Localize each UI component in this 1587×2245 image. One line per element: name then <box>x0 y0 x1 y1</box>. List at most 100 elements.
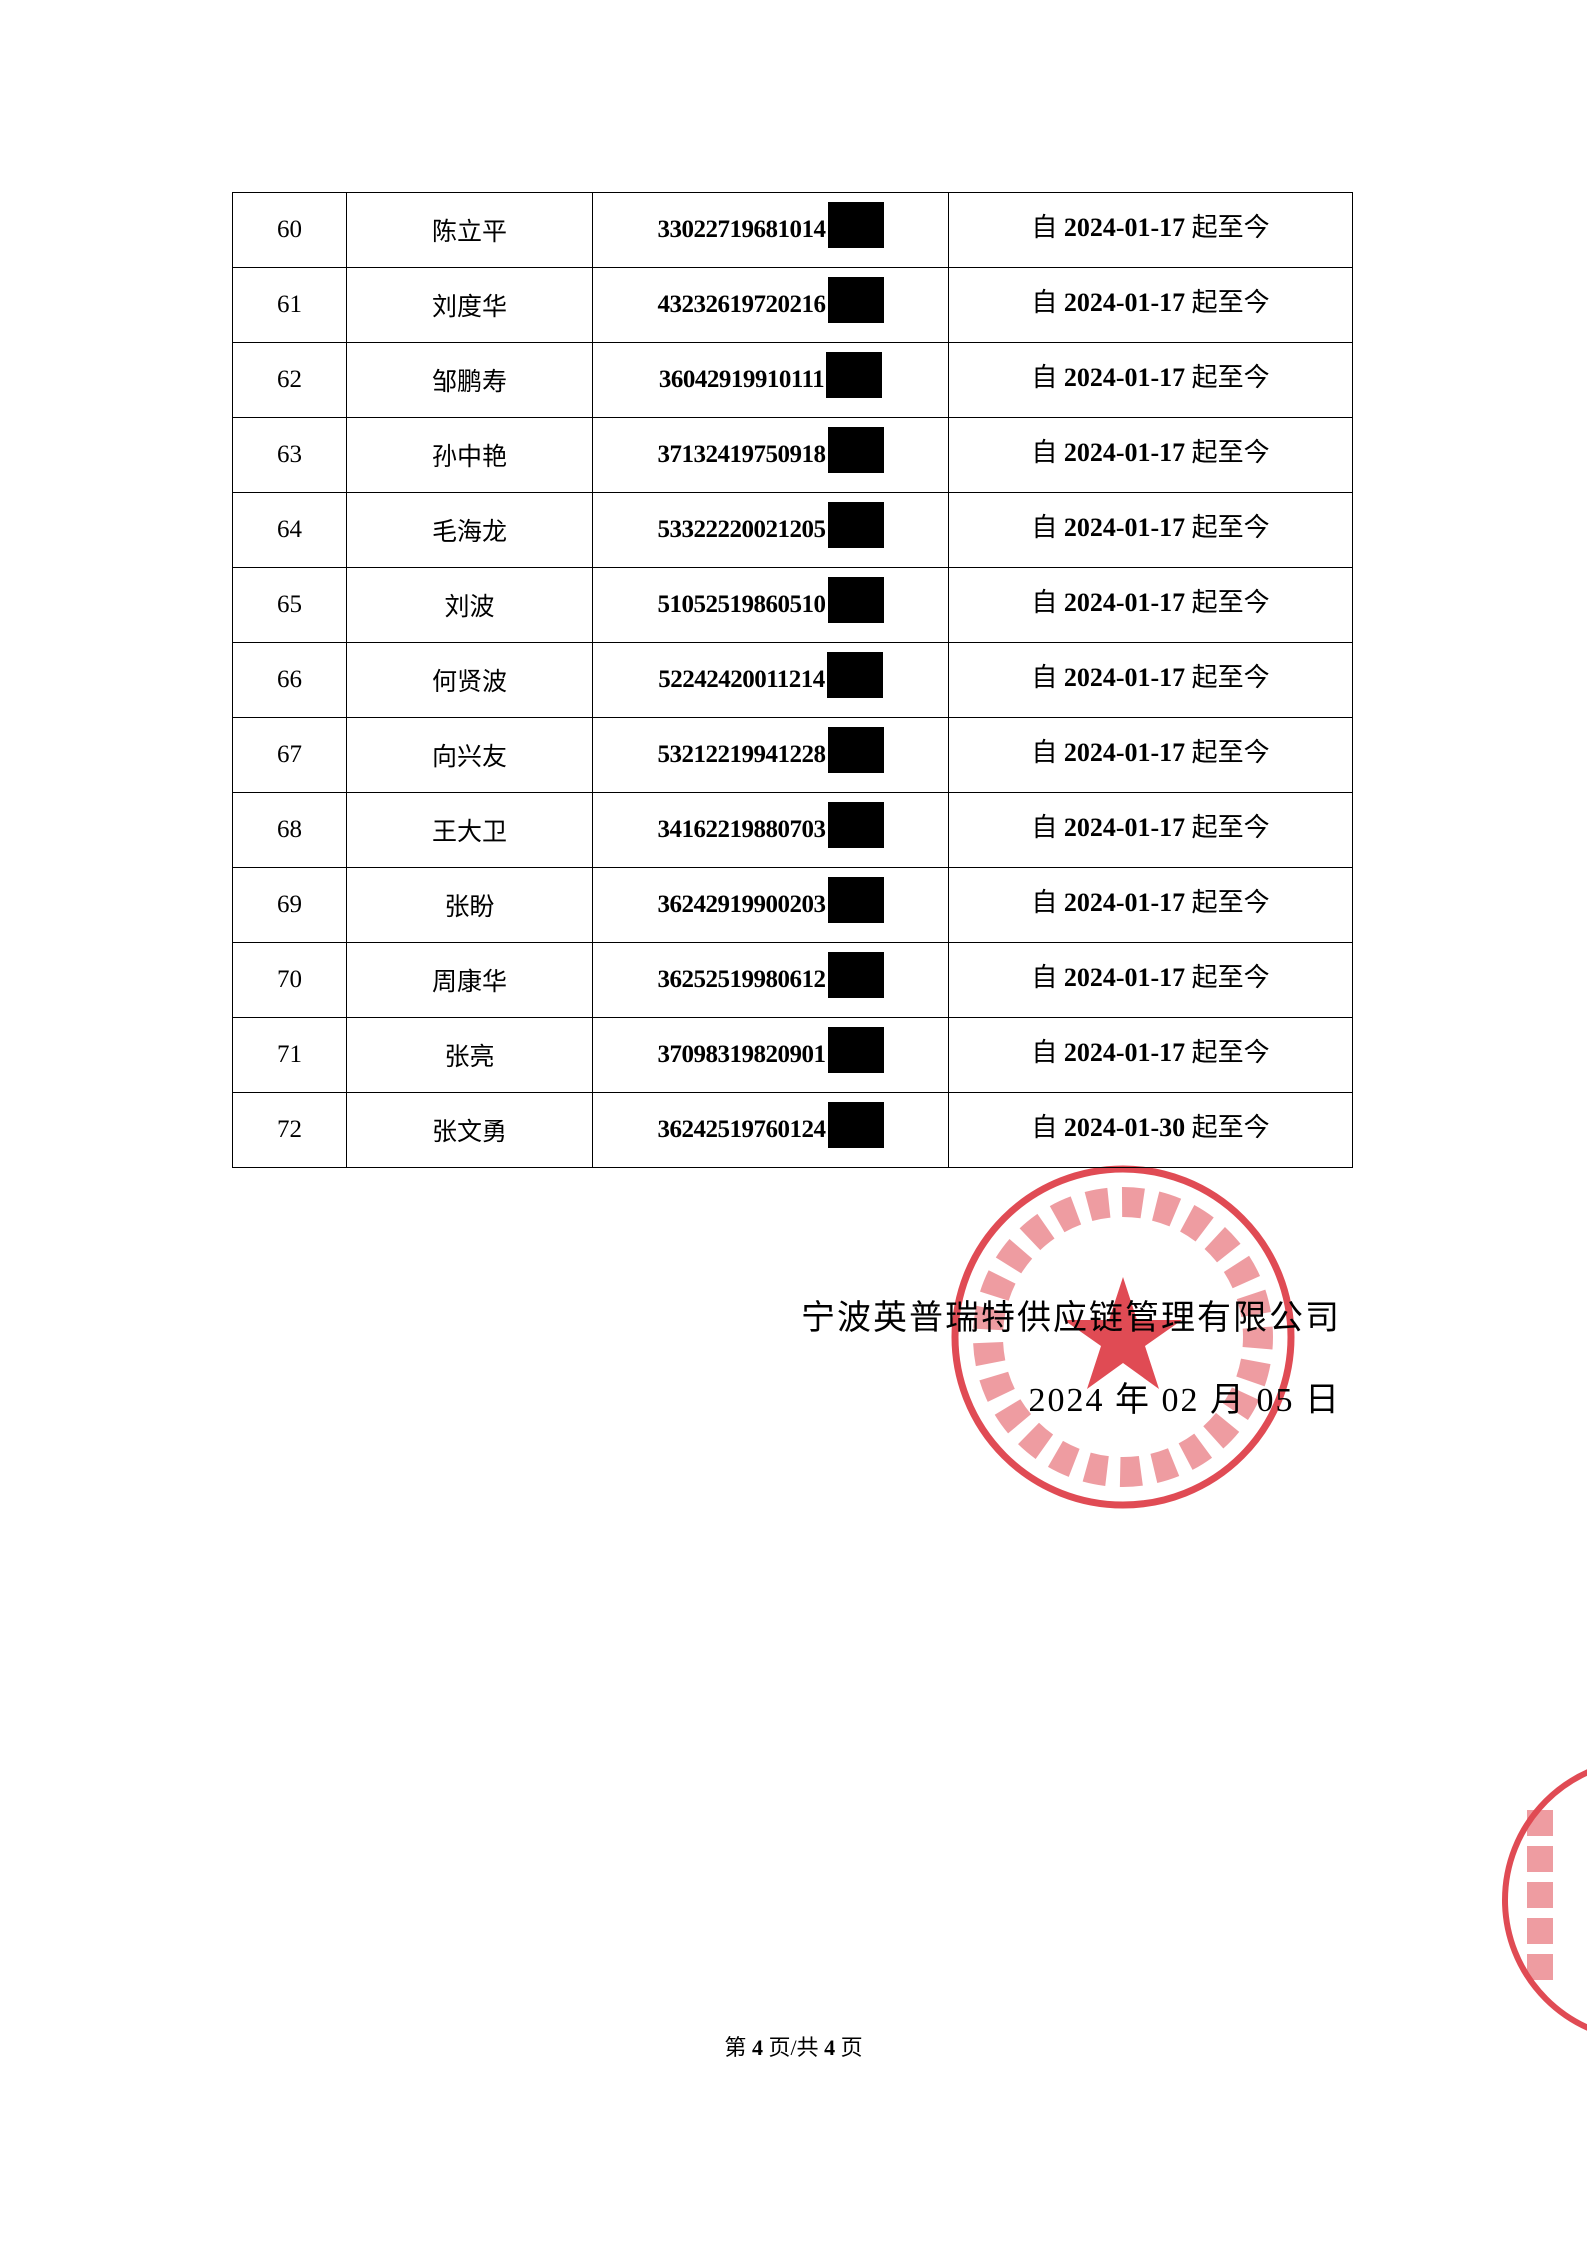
id-number: 36242919900203 <box>657 891 827 918</box>
period-to: 起至今 <box>1191 512 1270 542</box>
id-number: 33022719681014 <box>657 216 827 243</box>
row-number: 72 <box>232 1092 347 1168</box>
table-row: 62 邹鹏寿 36042919910111 自 2024-01-17 起至今 <box>232 342 1353 418</box>
period-from: 自 <box>1031 362 1058 392</box>
table-row: 67 向兴友 53212219941228 自 2024-01-17 起至今 <box>232 717 1353 793</box>
employment-period: 自 2024-01-17 起至今 <box>948 342 1353 418</box>
current-page: 4 <box>751 2035 763 2060</box>
period-from: 自 <box>1031 1112 1058 1142</box>
period-date: 2024-01-30 <box>1063 1112 1186 1142</box>
redaction-box <box>827 727 884 773</box>
employee-name: 张亮 <box>346 1017 593 1093</box>
id-number: 53212219941228 <box>657 741 827 768</box>
employee-name: 邹鹏寿 <box>346 342 593 418</box>
company-seal <box>951 1165 1295 1509</box>
id-number-cell: 37098319820901 <box>592 1017 949 1093</box>
employee-name: 张盼 <box>346 867 593 943</box>
table-row: 72 张文勇 36242519760124 自 2024-01-30 起至今 <box>232 1092 1353 1168</box>
employee-table: 60 陈立平 33022719681014 自 2024-01-17 起至今 61 刘度华… <box>232 192 1353 1168</box>
period-from: 自 <box>1031 737 1058 767</box>
row-number: 70 <box>232 942 347 1018</box>
period-to: 起至今 <box>1191 212 1270 242</box>
table-row: 70 周康华 36252519980612 自 2024-01-17 起至今 <box>232 942 1353 1018</box>
id-number: 52242420011214 <box>658 666 825 693</box>
id-number-cell: 52242420011214 <box>592 642 949 718</box>
id-number: 36042919910111 <box>658 366 825 393</box>
period-date: 2024-01-17 <box>1063 512 1186 542</box>
employee-name: 何贤波 <box>346 642 593 718</box>
id-number-cell: 33022719681014 <box>592 192 949 268</box>
employment-period: 自 2024-01-17 起至今 <box>948 942 1353 1018</box>
period-to: 起至今 <box>1191 437 1270 467</box>
period-to: 起至今 <box>1191 1112 1270 1142</box>
table-row: 65 刘波 51052519860510 自 2024-01-17 起至今 <box>232 567 1353 643</box>
id-number-cell: 53212219941228 <box>592 717 949 793</box>
redaction-box <box>827 427 884 473</box>
partial-seal-ring <box>1502 1769 1587 2031</box>
period-date: 2024-01-17 <box>1063 1037 1186 1067</box>
total-pages: 4 <box>824 2035 836 2060</box>
employee-name: 刘波 <box>346 567 593 643</box>
period-from: 自 <box>1031 587 1058 617</box>
redaction-box <box>827 952 884 998</box>
period-from: 自 <box>1031 512 1058 542</box>
employment-period: 自 2024-01-17 起至今 <box>948 267 1353 343</box>
page-footer: 第 4 页/共 4 页 <box>0 2030 1587 2062</box>
row-number: 68 <box>232 792 347 868</box>
period-from: 自 <box>1031 887 1058 917</box>
redaction-box <box>826 352 883 398</box>
period-from: 自 <box>1031 287 1058 317</box>
row-number: 62 <box>232 342 347 418</box>
employment-period: 自 2024-01-30 起至今 <box>948 1092 1353 1168</box>
period-from: 自 <box>1031 662 1058 692</box>
employee-name: 陈立平 <box>346 192 593 268</box>
period-date: 2024-01-17 <box>1063 662 1186 692</box>
redaction-box <box>827 877 884 923</box>
employment-period: 自 2024-01-17 起至今 <box>948 417 1353 493</box>
employment-period: 自 2024-01-17 起至今 <box>948 867 1353 943</box>
employment-period: 自 2024-01-17 起至今 <box>948 567 1353 643</box>
row-number: 64 <box>232 492 347 568</box>
employment-period: 自 2024-01-17 起至今 <box>948 1017 1353 1093</box>
row-number: 65 <box>232 567 347 643</box>
period-to: 起至今 <box>1191 812 1270 842</box>
id-number: 37132419750918 <box>657 441 827 468</box>
period-date: 2024-01-17 <box>1063 587 1186 617</box>
period-date: 2024-01-17 <box>1063 812 1186 842</box>
employee-name: 周康华 <box>346 942 593 1018</box>
period-date: 2024-01-17 <box>1063 362 1186 392</box>
period-from: 自 <box>1031 812 1058 842</box>
period-from: 自 <box>1031 1037 1058 1067</box>
period-to: 起至今 <box>1191 962 1270 992</box>
period-from: 自 <box>1031 437 1058 467</box>
table-row: 68 王大卫 34162219880703 自 2024-01-17 起至今 <box>232 792 1353 868</box>
period-date: 2024-01-17 <box>1063 737 1186 767</box>
period-from: 自 <box>1031 212 1058 242</box>
footer-prefix: 第 <box>724 2035 747 2060</box>
table-row: 69 张盼 36242919900203 自 2024-01-17 起至今 <box>232 867 1353 943</box>
period-date: 2024-01-17 <box>1063 437 1186 467</box>
id-number: 37098319820901 <box>657 1041 827 1068</box>
row-number: 71 <box>232 1017 347 1093</box>
table-row: 60 陈立平 33022719681014 自 2024-01-17 起至今 <box>232 192 1353 268</box>
employee-name: 张文勇 <box>346 1092 593 1168</box>
row-number: 66 <box>232 642 347 718</box>
period-to: 起至今 <box>1191 662 1270 692</box>
footer-middle: 页/共 <box>768 2035 819 2060</box>
id-number: 34162219880703 <box>657 816 827 843</box>
period-date: 2024-01-17 <box>1063 887 1186 917</box>
row-number: 69 <box>232 867 347 943</box>
redaction-box <box>827 277 884 323</box>
id-number: 36242519760124 <box>657 1116 827 1143</box>
partial-seal <box>1502 1769 1587 2031</box>
id-number: 43232619720216 <box>657 291 827 318</box>
seal-outer-ring <box>951 1165 1295 1509</box>
employment-period: 自 2024-01-17 起至今 <box>948 792 1353 868</box>
employee-name: 孙中艳 <box>346 417 593 493</box>
redaction-box <box>826 652 883 698</box>
period-to: 起至今 <box>1191 1037 1270 1067</box>
employee-name: 王大卫 <box>346 792 593 868</box>
id-number-cell: 36242519760124 <box>592 1092 949 1168</box>
row-number: 63 <box>232 417 347 493</box>
period-to: 起至今 <box>1191 362 1270 392</box>
